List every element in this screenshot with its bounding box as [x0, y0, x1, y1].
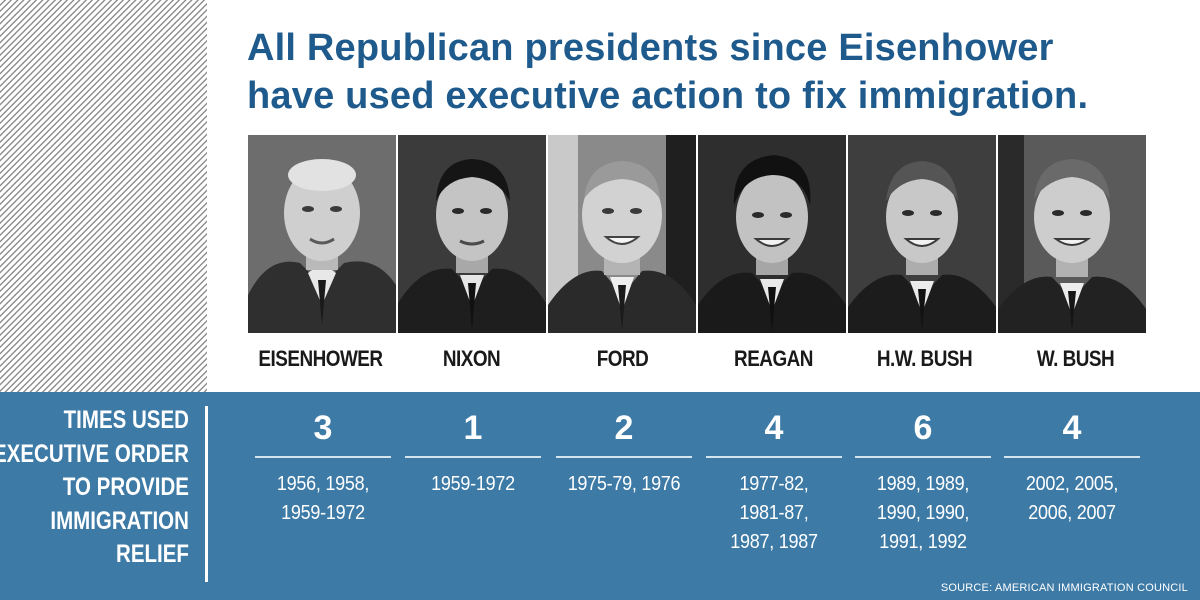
year-line: 1987, 1987 [730, 531, 818, 553]
portrait-ford [548, 135, 696, 333]
stats-panel: TIMES USED EXECUTIVE ORDER TO PROVIDE IM… [0, 392, 1200, 600]
years-w-bush: 2002, 2005, 2006, 2007 [1011, 470, 1133, 528]
column-rule [1004, 456, 1140, 458]
name-eisenhower: EISENHOWER [258, 346, 383, 371]
name-reagan: REAGAN [734, 346, 813, 371]
row-label-line: EXECUTIVE ORDER [0, 439, 189, 468]
portrait-nixon [398, 135, 546, 333]
name-hw-bush: H.W. BUSH [876, 346, 973, 371]
name-ford: FORD [596, 346, 649, 371]
column-rule [405, 456, 541, 458]
column-rule [706, 456, 842, 458]
year-line: 1956, 1958, [276, 473, 370, 495]
row-label-line: TO PROVIDE [62, 473, 189, 501]
row-label-line: IMMIGRATION [50, 506, 189, 535]
portrait-hw-bush [848, 135, 996, 333]
column-rule [255, 456, 391, 458]
years-ford: 1975-79, 1976 [563, 470, 685, 499]
year-line: 1975-79, 1976 [567, 473, 681, 495]
stat-column-nixon: 1 1959-1972 [405, 406, 541, 499]
stat-column-reagan: 4 1977-82, 1981-87, 1987, 1987 [706, 406, 842, 557]
year-line: 1959-1972 [431, 473, 515, 495]
count-nixon: 1 [463, 409, 483, 447]
name-w-bush: W. BUSH [1036, 346, 1115, 371]
hatched-decoration [0, 0, 207, 392]
name-nixon: NIXON [442, 346, 501, 371]
stat-column-ford: 2 1975-79, 1976 [556, 406, 692, 499]
source-credit: SOURCE: AMERICAN IMMIGRATION COUNCIL [940, 582, 1188, 594]
year-line: 1991, 1992 [879, 531, 967, 553]
years-eisenhower: 1956, 1958, 1959-1972 [262, 470, 384, 528]
column-rule [855, 456, 991, 458]
year-line: 2002, 2005, [1025, 473, 1119, 495]
year-line: 1981-87, [739, 502, 809, 524]
years-hw-bush: 1989, 1989, 1990, 1990, 1991, 1992 [862, 470, 984, 557]
stat-column-w-bush: 4 2002, 2005, 2006, 2007 [1004, 406, 1140, 528]
year-line: 2006, 2007 [1028, 502, 1116, 524]
president-names: EISENHOWER NIXON FORD REAGAN H.W. BUSH W… [245, 346, 1155, 372]
year-line: 1959-1972 [281, 502, 365, 524]
portrait-reagan [698, 135, 846, 333]
years-nixon: 1959-1972 [412, 470, 534, 499]
headline-line-1: All Republican presidents since Eisenhow… [247, 27, 1054, 69]
portrait-row [248, 135, 1146, 333]
row-label-line: RELIEF [116, 540, 189, 568]
portrait-w-bush [998, 135, 1146, 333]
year-line: 1990, 1990, [876, 502, 970, 524]
stat-column-hw-bush: 6 1989, 1989, 1990, 1990, 1991, 1992 [855, 406, 991, 557]
headline-line-2: have used executive action to fix immigr… [247, 75, 1089, 117]
headline: All Republican presidents since Eisenhow… [247, 24, 1187, 120]
stat-column-eisenhower: 3 1956, 1958, 1959-1972 [255, 406, 391, 528]
row-label-line: TIMES USED [63, 406, 189, 434]
count-eisenhower: 3 [313, 409, 333, 447]
count-reagan: 4 [764, 409, 784, 447]
vertical-divider [205, 406, 208, 582]
years-reagan: 1977-82, 1981-87, 1987, 1987 [713, 470, 835, 557]
count-ford: 2 [614, 409, 634, 447]
count-w-bush: 4 [1062, 409, 1082, 447]
year-line: 1989, 1989, [876, 473, 970, 495]
row-label: TIMES USED EXECUTIVE ORDER TO PROVIDE IM… [0, 404, 189, 572]
year-line: 1977-82, [739, 473, 809, 495]
column-rule [556, 456, 692, 458]
count-hw-bush: 6 [913, 409, 933, 447]
portrait-eisenhower [248, 135, 396, 333]
